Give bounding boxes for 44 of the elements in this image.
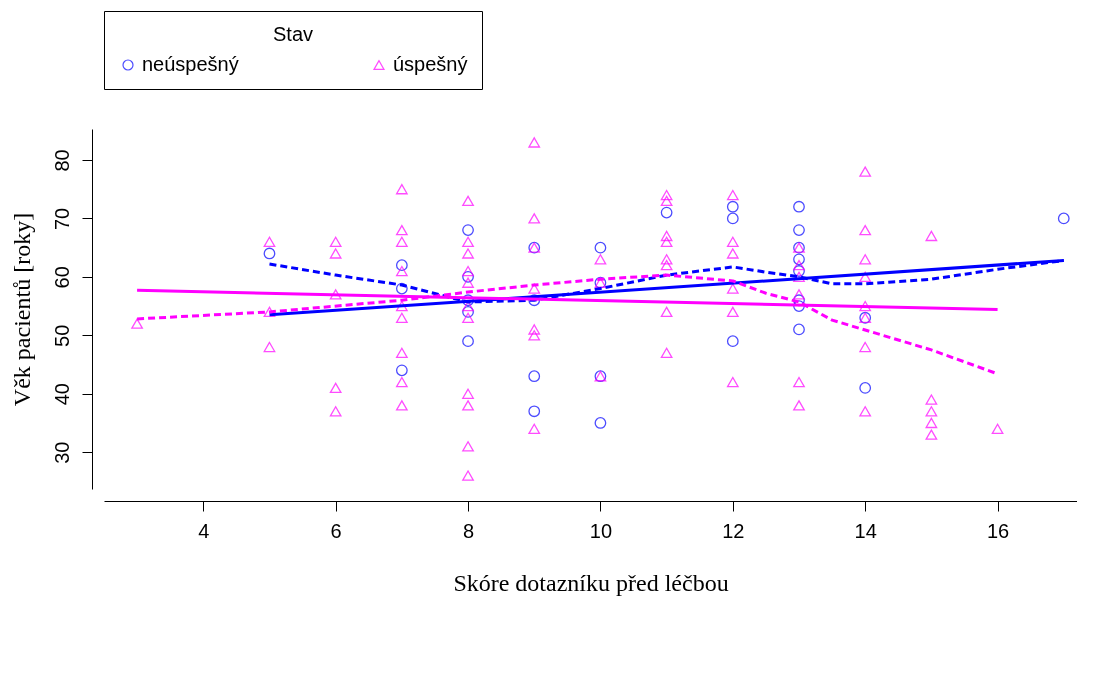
point [528,405,541,418]
point [726,200,739,213]
x-tick-label: 6 [330,519,342,542]
point [462,335,474,348]
point [793,323,805,336]
x-tick-label: 14 [854,519,877,542]
point [528,370,541,383]
y-tick-label: 70 [50,207,73,231]
point [793,200,805,213]
point [726,335,739,348]
point [1057,212,1070,225]
point [528,294,541,307]
y-tick-label: 80 [50,149,73,172]
x-tick-label: 4 [198,519,210,542]
point [462,224,474,236]
point [793,224,805,236]
legend-label: neúspešný [142,53,239,75]
point [726,212,739,225]
point [793,253,805,266]
x-tick-label: 16 [986,519,1010,542]
y-tick-label: 40 [50,383,73,406]
point [793,300,805,312]
point [395,282,408,295]
y-tick-label: 30 [50,441,73,464]
x-tick-label: 10 [589,519,613,542]
legend-title: Stav [272,23,314,45]
y-axis-title: Věk pacientů [roky] [8,212,35,407]
x-tick-label: 12 [722,519,745,542]
point [395,259,408,272]
y-tick-label: 50 [50,324,73,347]
point [462,294,474,307]
legend-label: úspešný [393,53,468,75]
x-tick-label: 8 [462,519,475,542]
point [859,382,872,394]
y-tick-label: 60 [50,266,73,289]
point [462,306,474,318]
x-axis-title: Skóre dotazníku před léčbou [453,569,729,596]
point [395,364,408,377]
point [263,247,276,260]
point [462,270,474,283]
point [793,265,805,277]
point [594,241,607,254]
point [594,417,607,429]
point [660,206,673,219]
